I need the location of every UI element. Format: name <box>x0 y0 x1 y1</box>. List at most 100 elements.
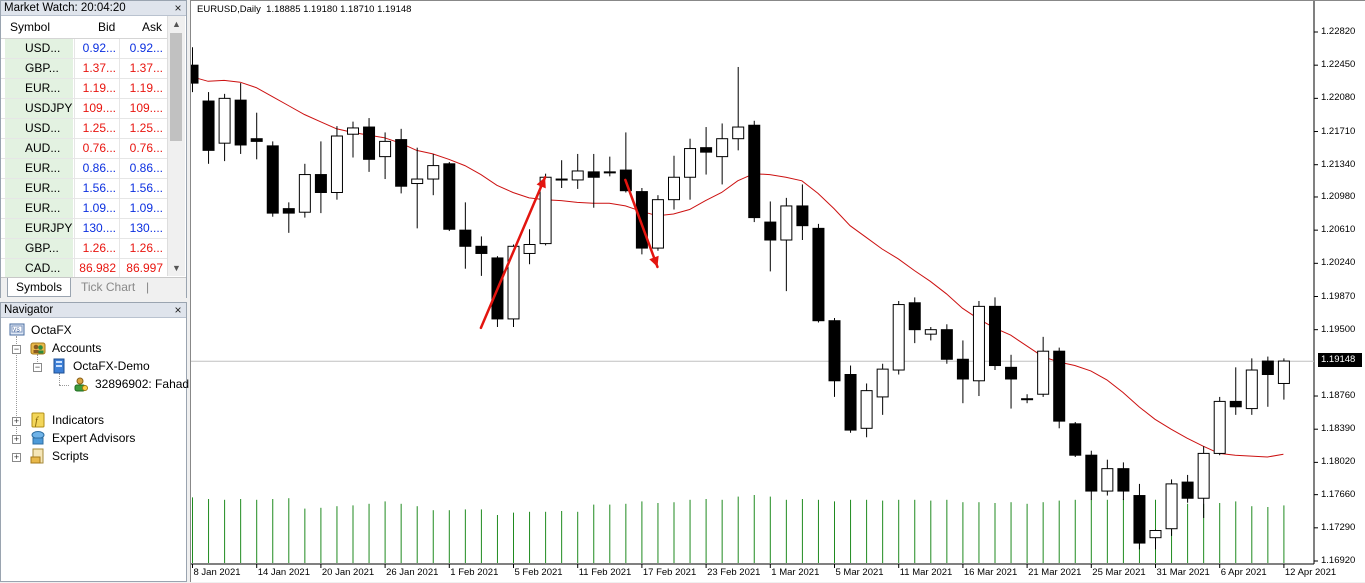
row-bid: 0.86... <box>74 159 120 178</box>
terminal-icon: VS <box>9 323 25 336</box>
date-label: 26 Jan 2021 <box>386 567 439 578</box>
candle-body <box>1277 360 1290 384</box>
candle-body <box>940 329 953 360</box>
scripts-icon <box>30 448 44 464</box>
market-watch-header: Symbol Bid Ask <box>1 16 167 39</box>
candle-body <box>764 221 777 241</box>
tree-label-octafx: OctaFX <box>31 323 72 337</box>
current-price-tag: 1.19148 <box>1318 353 1362 367</box>
date-label: 25 Mar 2021 <box>1092 567 1146 578</box>
scroll-down-icon[interactable]: ▼ <box>172 263 181 273</box>
user-account-icon <box>74 377 88 392</box>
market-watch-list: USD... 0.92... 0.92... GBP... 1.37... 1.… <box>1 39 167 279</box>
candle-body <box>892 304 905 371</box>
row-bid: 86.982 <box>74 259 120 278</box>
ask-column-header[interactable]: Ask <box>142 20 163 34</box>
tab-symbols[interactable]: Symbols <box>7 278 72 297</box>
row-bid: 1.19... <box>74 79 120 98</box>
tree-guide <box>37 354 38 368</box>
market-watch-row[interactable]: AUD... 0.76... 0.76... <box>1 139 167 159</box>
candle-body <box>1213 400 1226 454</box>
row-ask: 86.997 <box>126 261 163 275</box>
price-label: 1.18020 <box>1321 456 1356 468</box>
date-label: 1 Feb 2021 <box>450 567 499 578</box>
price-label: 1.22450 <box>1321 59 1356 71</box>
date-label: 21 Mar 2021 <box>1028 567 1082 578</box>
candle-body <box>1261 360 1274 376</box>
row-ask: 1.37... <box>129 61 163 75</box>
market-watch-row[interactable]: GBP... 1.26... 1.26... <box>1 239 167 259</box>
collapse-accounts-icon[interactable]: − <box>12 344 21 354</box>
market-watch-row[interactable]: EUR... 0.86... 0.86... <box>1 159 167 179</box>
market-watch-row[interactable]: EUR... 1.56... 1.56... <box>1 179 167 199</box>
price-label: 1.18760 <box>1321 390 1356 402</box>
candle-body <box>507 245 520 320</box>
market-watch-row[interactable]: EUR... 1.19... 1.19... <box>1 79 167 99</box>
market-watch-row[interactable]: GBP... 1.37... 1.37... <box>1 59 167 79</box>
market-watch-row[interactable]: EURJPY 130.... 130.... <box>1 219 167 239</box>
candle-body <box>635 191 648 249</box>
chart-ohlc: 1.18885 1.19180 1.18710 1.19148 <box>266 4 412 15</box>
axis-ticks <box>192 31 1318 568</box>
annotation-arrow <box>624 178 659 269</box>
tree-label-server: OctaFX-Demo <box>73 359 150 373</box>
row-symbol: EURJPY <box>5 219 73 238</box>
date-label: 5 Feb 2021 <box>514 567 563 578</box>
date-label: 11 Feb 2021 <box>578 567 632 578</box>
market-watch-scrollbar[interactable]: ▲ ▼ <box>167 16 185 276</box>
candle-body <box>732 126 745 140</box>
bid-column-header[interactable]: Bid <box>98 20 116 34</box>
candle-body <box>1005 366 1018 380</box>
candle-body <box>844 374 857 431</box>
tab-tick-chart[interactable]: Tick Chart <box>81 280 136 294</box>
expand-scripts-icon[interactable]: + <box>12 452 21 462</box>
market-watch-title-text: Market Watch: 20:04:20 <box>4 2 126 14</box>
candle-body <box>989 305 1001 367</box>
market-watch-row[interactable]: USD... 1.25... 1.25... <box>1 119 167 139</box>
symbol-column-header[interactable]: Symbol <box>10 20 51 34</box>
candle-body <box>1053 350 1066 422</box>
candle-body <box>956 358 969 380</box>
candle-body <box>812 227 825 322</box>
svg-text:f: f <box>35 416 39 427</box>
navigator-close-icon[interactable]: × <box>174 303 182 317</box>
row-bid: 1.56... <box>74 179 120 198</box>
scrollbar-thumb[interactable] <box>170 33 182 141</box>
annotation-arrowhead <box>536 177 546 189</box>
row-ask: 1.26... <box>129 241 163 255</box>
indicators-icon: f <box>31 412 45 428</box>
candle-body <box>218 97 231 144</box>
row-symbol: GBP... <box>5 59 73 78</box>
candle-body <box>651 199 664 249</box>
chart-window[interactable]: EURUSD,Daily 1.18885 1.19180 1.18710 1.1… <box>190 0 1365 582</box>
expand-experts-icon[interactable]: + <box>12 434 21 444</box>
candle-body <box>1101 468 1114 492</box>
candle-body <box>716 138 729 158</box>
candle-body <box>924 329 937 335</box>
price-chart[interactable] <box>191 1 1365 583</box>
expand-indicators-icon[interactable]: + <box>12 416 21 426</box>
price-label: 1.20240 <box>1321 257 1356 269</box>
market-watch-row[interactable]: EUR... 1.09... 1.09... <box>1 199 167 219</box>
market-watch-close-icon[interactable]: × <box>174 1 182 15</box>
market-watch-row[interactable]: CAD... 86.982 86.997 <box>1 259 167 279</box>
candle-body <box>475 245 488 254</box>
market-watch-row[interactable]: USDJPY 109.... 109.... <box>1 99 167 119</box>
price-label: 1.19500 <box>1321 323 1356 335</box>
row-symbol: EUR... <box>5 179 73 198</box>
candle-body <box>202 100 215 151</box>
navigator-panel: Navigator × VS OctaFX − <box>0 302 189 582</box>
scroll-up-icon[interactable]: ▲ <box>172 19 181 29</box>
collapse-server-icon[interactable]: − <box>33 362 42 372</box>
date-label: 5 Mar 2021 <box>835 567 884 578</box>
candle-body <box>363 126 376 160</box>
candle-body <box>314 174 327 193</box>
market-watch-row[interactable]: USD... 0.92... 0.92... <box>1 39 167 59</box>
tree-label-accounts: Accounts <box>52 341 102 355</box>
tab-separator: | <box>146 280 150 294</box>
annotation-arrowhead <box>649 255 659 267</box>
date-label: 31 Mar 2021 <box>1156 567 1210 578</box>
row-ask: 1.25... <box>129 121 163 135</box>
svg-text:VS: VS <box>13 328 20 334</box>
candle-body <box>459 229 472 247</box>
